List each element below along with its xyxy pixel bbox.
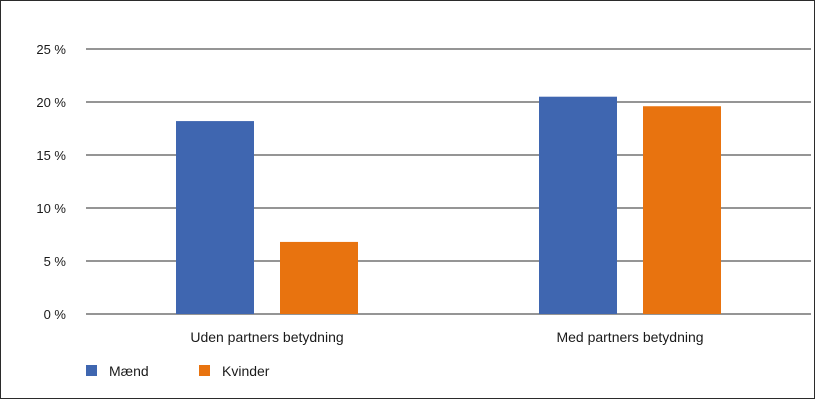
- y-tick-label: 0 %: [44, 307, 67, 322]
- legend-swatch: [86, 365, 97, 376]
- y-tick-label: 10 %: [36, 201, 66, 216]
- legend-label: Mænd: [109, 363, 149, 379]
- legend: Mænd Kvinder: [86, 363, 270, 379]
- bar-kvinder-med: [643, 106, 721, 315]
- y-tick-label: 25 %: [36, 42, 66, 57]
- bar-kvinder-uden: [280, 241, 358, 314]
- y-tick-label: 15 %: [36, 148, 66, 163]
- y-tick-label: 5 %: [44, 254, 67, 269]
- bars: [176, 96, 721, 315]
- y-tick-label: 20 %: [36, 95, 66, 110]
- x-category-label: Uden partners betydning: [190, 329, 343, 345]
- x-axis-category-labels: Uden partners betydning Med partners bety…: [190, 329, 703, 345]
- legend-label: Kvinder: [222, 363, 270, 379]
- x-category-label: Med partners betydning: [556, 329, 703, 345]
- y-axis-tick-labels: 0 % 5 % 10 % 15 % 20 % 25 %: [36, 42, 66, 322]
- bar-maend-med: [539, 96, 617, 314]
- bar-maend-uden: [176, 121, 254, 314]
- legend-swatch: [199, 365, 210, 376]
